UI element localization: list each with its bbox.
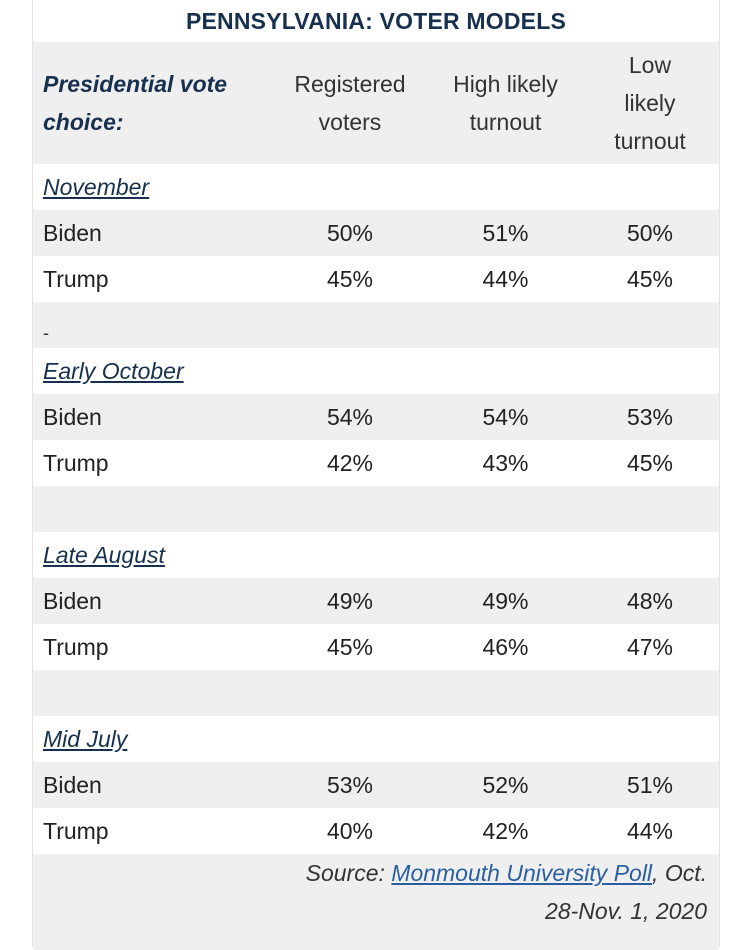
table-header: Presidential vote choice: Registered vot… bbox=[33, 42, 719, 164]
high-turnout-value: 44% bbox=[482, 265, 529, 292]
table-row: Trump 40% 42% 44% bbox=[33, 808, 719, 854]
period-label[interactable]: Mid July bbox=[43, 725, 128, 752]
high-turnout-value: 43% bbox=[482, 449, 529, 476]
header-col3-line3: turnout bbox=[614, 128, 686, 154]
table-row: Trump 42% 43% 45% bbox=[33, 440, 719, 486]
high-turnout-value: 46% bbox=[482, 633, 529, 660]
period-label[interactable]: Early October bbox=[43, 357, 184, 384]
high-turnout-value: 49% bbox=[482, 587, 529, 614]
period-row-november: November bbox=[33, 164, 719, 210]
table-title: PENNSYLVANIA: VOTER MODELS bbox=[33, 0, 719, 42]
period-label[interactable]: Late August bbox=[43, 541, 165, 568]
registered-value: 50% bbox=[326, 219, 374, 246]
table-row: Biden 50% 51% 50% bbox=[33, 210, 719, 256]
source-date: 28-Nov. 1, 2020 bbox=[545, 898, 707, 924]
low-turnout-value: 45% bbox=[626, 265, 674, 292]
registered-value: 45% bbox=[326, 633, 374, 660]
low-turnout-value: 44% bbox=[626, 817, 674, 844]
header-low-turnout: Low likely turnout bbox=[581, 42, 719, 164]
period-label[interactable]: November bbox=[43, 173, 150, 200]
high-turnout-value: 54% bbox=[482, 403, 529, 430]
low-turnout-value: 53% bbox=[626, 403, 674, 430]
low-turnout-value: 51% bbox=[626, 771, 674, 798]
high-turnout-value: 42% bbox=[482, 817, 529, 844]
high-turnout-value: 52% bbox=[482, 771, 529, 798]
table-row: Trump 45% 46% 47% bbox=[33, 624, 719, 670]
candidate-cell: Biden bbox=[43, 771, 102, 798]
candidate-cell: Biden bbox=[43, 403, 102, 430]
high-turnout-value: 51% bbox=[482, 219, 529, 246]
header-col3-line1: Low bbox=[628, 52, 672, 78]
source-suffix: , Oct. bbox=[652, 860, 707, 886]
poll-table: PENNSYLVANIA: VOTER MODELS Presidential … bbox=[32, 0, 720, 950]
candidate-cell: Trump bbox=[43, 449, 109, 476]
header-col2-line1: High likely bbox=[453, 71, 558, 97]
low-turnout-value: 47% bbox=[626, 633, 674, 660]
header-registered-voters: Registered voters bbox=[278, 42, 422, 164]
registered-value: 42% bbox=[326, 449, 374, 476]
source-footer: Source: Monmouth University Poll, Oct. 2… bbox=[33, 854, 719, 950]
registered-value: 40% bbox=[326, 817, 374, 844]
period-row-early-october: Early October bbox=[33, 348, 719, 394]
table-row: Biden 53% 52% 51% bbox=[33, 762, 719, 808]
header-col2-line2: turnout bbox=[469, 109, 542, 135]
table-row: Biden 54% 54% 53% bbox=[33, 394, 719, 440]
low-turnout-value: 45% bbox=[626, 449, 674, 476]
candidate-cell: Biden bbox=[43, 587, 102, 614]
separator-mark: - bbox=[43, 322, 49, 343]
source-text: Source: Monmouth University Poll, Oct. 2… bbox=[187, 854, 707, 930]
header-col3-line2: likely bbox=[624, 90, 676, 116]
registered-value: 54% bbox=[326, 403, 374, 430]
header-col1-line1: Registered bbox=[294, 71, 406, 97]
header-label-line2: choice: bbox=[43, 109, 124, 135]
registered-value: 53% bbox=[326, 771, 374, 798]
spacer-row bbox=[33, 670, 719, 716]
header-col1-line2: voters bbox=[318, 109, 382, 135]
spacer-row: - bbox=[33, 302, 719, 348]
candidate-cell: Trump bbox=[43, 633, 109, 660]
candidate-cell: Biden bbox=[43, 219, 102, 246]
spacer-row bbox=[33, 486, 719, 532]
low-turnout-value: 48% bbox=[626, 587, 674, 614]
low-turnout-value: 50% bbox=[626, 219, 674, 246]
registered-value: 49% bbox=[326, 587, 374, 614]
registered-value: 45% bbox=[326, 265, 374, 292]
period-row-mid-july: Mid July bbox=[33, 716, 719, 762]
source-link[interactable]: Monmouth University Poll bbox=[391, 860, 653, 886]
candidate-cell: Trump bbox=[43, 265, 109, 292]
header-label-line1: Presidential vote bbox=[43, 71, 228, 97]
period-row-late-august: Late August bbox=[33, 532, 719, 578]
candidate-cell: Trump bbox=[43, 817, 109, 844]
table-row: Trump 45% 44% 45% bbox=[33, 256, 719, 302]
header-label: Presidential vote choice: bbox=[43, 42, 273, 164]
header-high-turnout: High likely turnout bbox=[433, 42, 578, 164]
table-row: Biden 49% 49% 48% bbox=[33, 578, 719, 624]
source-prefix: Source: bbox=[305, 860, 385, 886]
